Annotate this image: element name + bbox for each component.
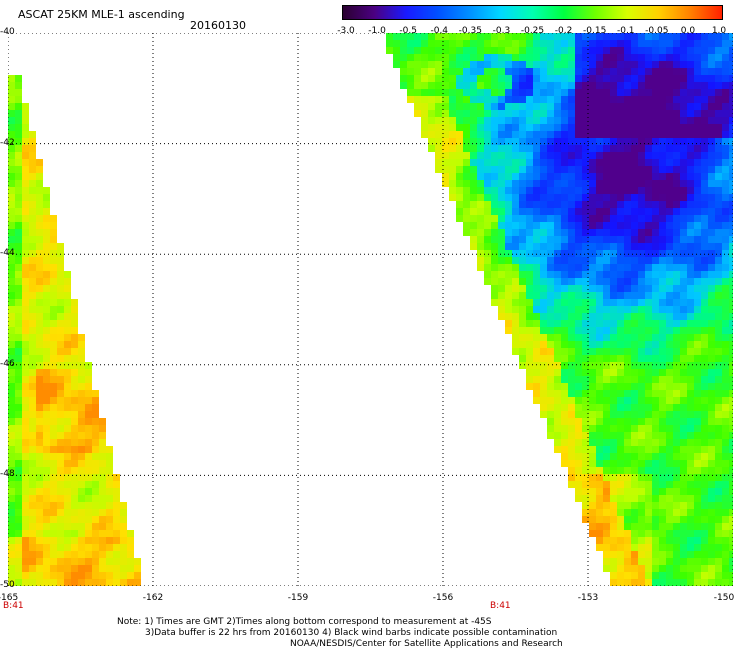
colorbar-tick-label: -0.35 [458, 26, 482, 36]
pass-label-left: B:41 [3, 601, 24, 611]
colorbar-tick-label: 1.0 [711, 26, 727, 36]
lon-tick-label: -156 [432, 593, 454, 603]
colorbar-tick-label: 0.0 [680, 26, 696, 36]
lat-tick-label: -46 [0, 358, 15, 369]
map-date: 20160130 [190, 19, 246, 32]
lat-tick-label: -42 [0, 137, 15, 148]
colorbar [342, 5, 723, 20]
lon-tick-label: -165 [0, 593, 19, 603]
colorbar-tick-label: -3.0 [337, 26, 355, 36]
colorbar-tick-label: -1.0 [368, 26, 386, 36]
colorbar-tick-label: -0.05 [645, 26, 669, 36]
colorbar-tick-label: -0.5 [399, 26, 417, 36]
footer-note-1: Note: 1) Times are GMT 2)Times along bot… [117, 617, 492, 627]
colorbar-tick-label: -0.25 [520, 26, 545, 36]
colorbar-tick-label: -0.2 [554, 26, 573, 36]
lat-tick-label: -48 [0, 469, 15, 480]
lon-tick-label: -150 [713, 593, 735, 603]
footer-credit: NOAA/NESDIS/Center for Satellite Applica… [290, 639, 563, 649]
lat-tick-label: -40 [0, 27, 15, 37]
footer-note-2: 3)Data buffer is 22 hrs from 20160130 4)… [145, 628, 558, 638]
colorbar-tick-label: -0.3 [492, 26, 511, 36]
lon-tick-label: -159 [287, 593, 309, 603]
colorbar-tick-label: -0.4 [430, 26, 449, 36]
colorbar-tick-label: -0.1 [616, 26, 635, 36]
map-title: ASCAT 25KM MLE-1 ascending [18, 8, 185, 21]
lat-tick-label: -50 [0, 580, 15, 590]
wind-field-cells [8, 33, 733, 586]
colorbar-tick-label: -0.15 [583, 26, 607, 36]
swath-map [8, 33, 733, 586]
pass-label-right: B:41 [490, 601, 511, 611]
graticule [8, 33, 733, 586]
lon-tick-label: -162 [142, 593, 164, 603]
lon-tick-label: -153 [577, 593, 599, 603]
lat-tick-label: -44 [0, 248, 15, 259]
